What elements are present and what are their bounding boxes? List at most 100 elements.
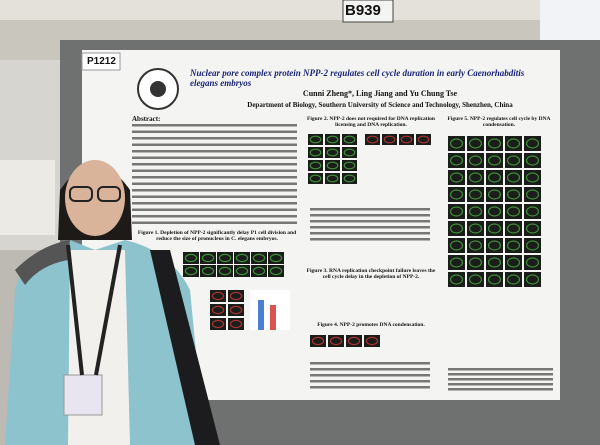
scarf bbox=[15, 240, 70, 285]
cell bbox=[326, 161, 339, 170]
lanyard bbox=[94, 244, 122, 376]
text-line bbox=[132, 130, 297, 133]
far-poster bbox=[0, 160, 55, 235]
cell bbox=[326, 135, 339, 144]
cell bbox=[525, 189, 540, 200]
text-line bbox=[132, 202, 297, 205]
cell bbox=[468, 240, 483, 251]
cell bbox=[201, 266, 215, 276]
cell bbox=[506, 274, 521, 285]
cell bbox=[211, 305, 225, 315]
cell bbox=[347, 336, 361, 346]
booth-number: B939 bbox=[345, 2, 381, 19]
cell bbox=[449, 257, 464, 268]
abstract-heading: Abstract: bbox=[132, 115, 161, 123]
cell bbox=[229, 319, 243, 329]
badge bbox=[63, 374, 103, 416]
cell bbox=[487, 189, 502, 200]
cell bbox=[211, 291, 225, 301]
backpack-strap bbox=[150, 250, 220, 445]
cell bbox=[269, 253, 283, 263]
text-line bbox=[132, 124, 297, 127]
text-line bbox=[310, 374, 430, 377]
cell bbox=[252, 266, 266, 276]
cell bbox=[525, 206, 540, 217]
cell bbox=[201, 253, 215, 263]
text-line bbox=[310, 208, 430, 211]
text-line bbox=[448, 383, 553, 386]
affiliation: Department of Biology, Southern Universi… bbox=[247, 101, 513, 109]
cell bbox=[211, 319, 225, 329]
cell bbox=[468, 257, 483, 268]
cell bbox=[487, 138, 502, 149]
cell bbox=[525, 257, 540, 268]
cell bbox=[417, 135, 430, 144]
micrograph bbox=[416, 134, 431, 145]
text-line bbox=[310, 226, 430, 229]
cell bbox=[235, 266, 249, 276]
cell bbox=[506, 223, 521, 234]
cell bbox=[229, 291, 243, 301]
text-line bbox=[132, 176, 297, 179]
micrograph bbox=[325, 147, 340, 158]
cell bbox=[506, 172, 521, 183]
bar bbox=[258, 300, 264, 330]
cell bbox=[525, 223, 540, 234]
cell bbox=[506, 189, 521, 200]
cell bbox=[506, 240, 521, 251]
cell bbox=[235, 253, 249, 263]
cell bbox=[343, 135, 356, 144]
text-line bbox=[132, 182, 297, 185]
cell bbox=[468, 189, 483, 200]
text-line bbox=[310, 386, 430, 389]
cell bbox=[184, 253, 198, 263]
poster-title: Nuclear pore complex protein NPP-2 regul… bbox=[190, 68, 525, 88]
text-line bbox=[448, 388, 553, 391]
cell bbox=[309, 161, 322, 170]
text-line bbox=[132, 221, 297, 224]
cell bbox=[343, 148, 356, 157]
cell bbox=[326, 148, 339, 157]
bar bbox=[270, 305, 276, 330]
cell bbox=[487, 274, 502, 285]
micrograph bbox=[308, 134, 323, 145]
text-line bbox=[132, 189, 297, 192]
cell bbox=[449, 223, 464, 234]
cell bbox=[309, 135, 322, 144]
micrograph bbox=[325, 134, 340, 145]
text-line bbox=[132, 215, 297, 218]
micrograph bbox=[325, 160, 340, 171]
cell bbox=[468, 172, 483, 183]
logo-center bbox=[150, 81, 166, 97]
text-line bbox=[310, 214, 430, 217]
text-line bbox=[310, 238, 430, 241]
cell bbox=[252, 253, 266, 263]
cell bbox=[525, 274, 540, 285]
cell bbox=[269, 266, 283, 276]
cell bbox=[449, 172, 464, 183]
cell bbox=[487, 257, 502, 268]
ceiling-light bbox=[0, 0, 600, 20]
text-line bbox=[132, 156, 297, 159]
cell bbox=[449, 240, 464, 251]
micrograph bbox=[399, 134, 414, 145]
cell bbox=[449, 155, 464, 166]
text-line bbox=[132, 208, 297, 211]
cell bbox=[218, 253, 232, 263]
text-line bbox=[132, 169, 297, 172]
cell bbox=[525, 240, 540, 251]
micrograph bbox=[342, 147, 357, 158]
cell bbox=[506, 206, 521, 217]
figure-caption: Figure 5. NPP-2 regulates cell cycle by … bbox=[447, 116, 551, 129]
cell bbox=[468, 155, 483, 166]
cell bbox=[468, 138, 483, 149]
text-line bbox=[310, 362, 430, 365]
text-line bbox=[132, 163, 297, 166]
micrograph bbox=[308, 147, 323, 158]
text-line bbox=[132, 195, 297, 198]
cell bbox=[365, 336, 379, 346]
figure-caption: Figure 2. NPP-2 does not required for DN… bbox=[307, 116, 435, 129]
text-line bbox=[132, 143, 297, 146]
cell bbox=[329, 336, 343, 346]
